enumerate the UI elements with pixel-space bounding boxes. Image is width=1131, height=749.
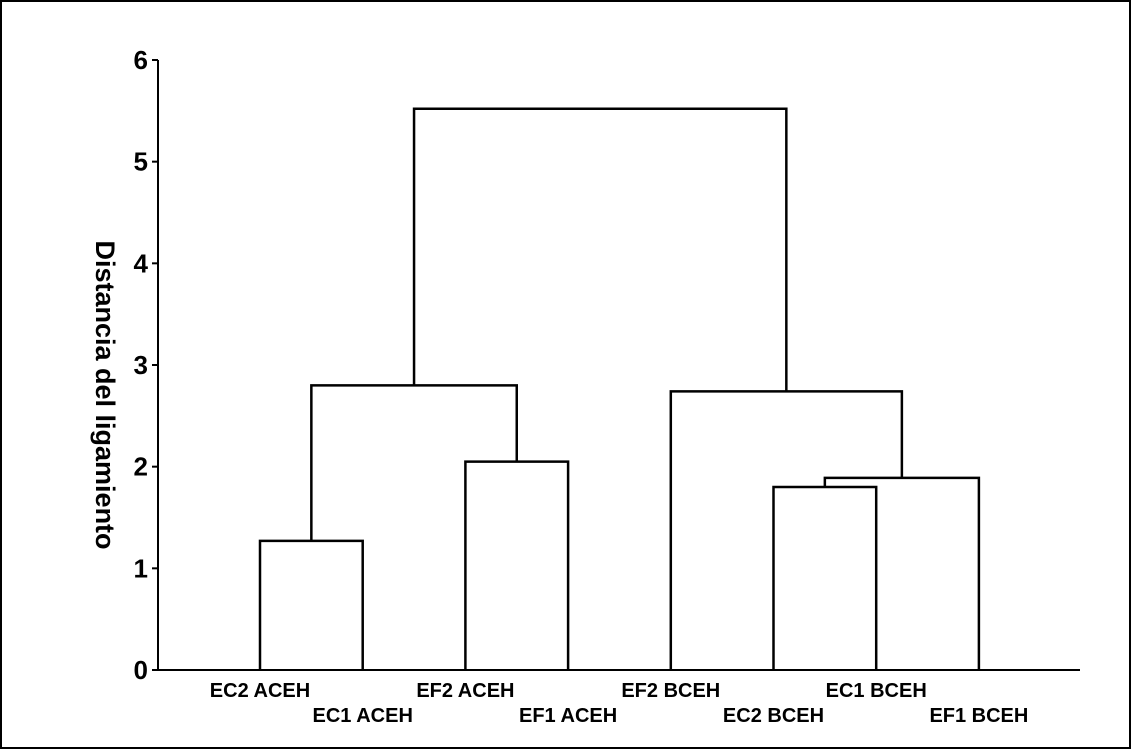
dendrogram-link <box>669 390 904 670</box>
dendrogram-link <box>772 485 878 670</box>
leaf-label: EC1 BCEH <box>826 680 927 702</box>
dendrogram-links <box>258 107 981 670</box>
y-axis-title: Distancia del ligamiento <box>90 240 120 549</box>
y-tick-label: 6 <box>134 45 148 75</box>
dendrogram-link <box>258 539 364 670</box>
y-tick-label: 1 <box>134 553 148 583</box>
y-tick-label: 4 <box>134 248 149 278</box>
leaf-label: EC2 ACEH <box>210 680 310 702</box>
dendrogram-link <box>823 476 981 670</box>
leaf-label: EC2 BCEH <box>723 705 824 727</box>
y-tick-label: 0 <box>134 655 148 685</box>
y-tick-label: 5 <box>134 147 148 177</box>
leaf-label: EF1 BCEH <box>929 705 1028 727</box>
y-tick-label: 3 <box>134 350 148 380</box>
dendrogram-link <box>412 107 788 392</box>
dendrogram-link <box>310 384 518 541</box>
dendrogram-link <box>464 460 570 670</box>
leaf-label: EF2 BCEH <box>621 680 720 702</box>
y-tick-label: 2 <box>134 452 148 482</box>
axes: 0 1 2 3 4 5 6 <box>134 45 1080 685</box>
leaf-label: EF2 ACEH <box>416 680 514 702</box>
leaf-label: EC1 ACEH <box>313 705 413 727</box>
leaf-label: EF1 ACEH <box>519 705 617 727</box>
